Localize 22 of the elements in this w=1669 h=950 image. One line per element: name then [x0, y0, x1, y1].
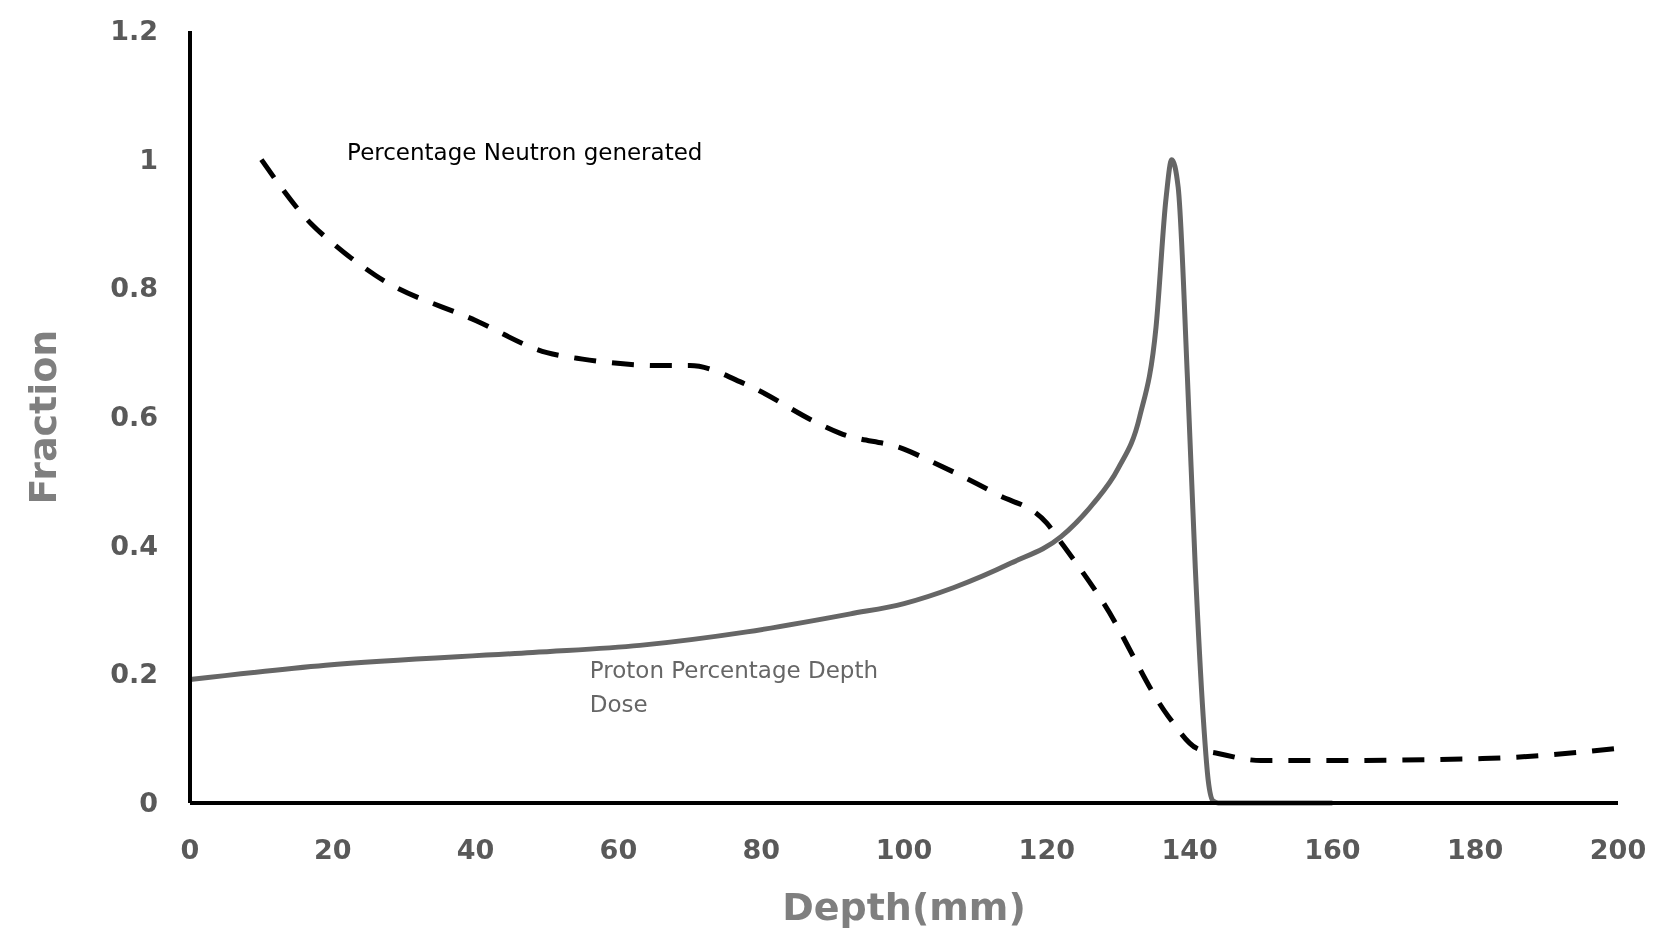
y-tick-label: 0.6: [110, 401, 158, 432]
series-label: Proton Percentage Depth Dose: [589, 657, 879, 718]
y-tick-label: 1.2: [110, 15, 158, 46]
y-tick-label: 0.8: [110, 272, 158, 304]
x-tick-label: 40: [456, 834, 495, 865]
x-tick-label: 140: [1161, 834, 1218, 865]
y-tick-label: 0.4: [110, 529, 158, 561]
x-tick-label: 200: [1589, 834, 1647, 865]
x-axis-title: Depth(mm): [782, 885, 1026, 929]
x-tick-label: 100: [875, 834, 933, 865]
y-tick-label: 0.2: [110, 658, 158, 690]
x-tick-label: 20: [314, 834, 352, 865]
x-tick-label: 160: [1304, 834, 1361, 865]
y-tick-label: 0: [139, 787, 158, 818]
x-tick-label: 80: [742, 834, 780, 865]
text: Percentage Neutron generated: [347, 138, 703, 165]
x-tick-label: 0: [180, 834, 200, 865]
x-tick-label: 180: [1447, 834, 1504, 865]
y-axis-title: Fraction: [21, 329, 65, 505]
x-tick-label: 60: [599, 834, 638, 865]
x-tick-label: 120: [1018, 834, 1075, 865]
y-tick-label: 1: [139, 143, 158, 175]
